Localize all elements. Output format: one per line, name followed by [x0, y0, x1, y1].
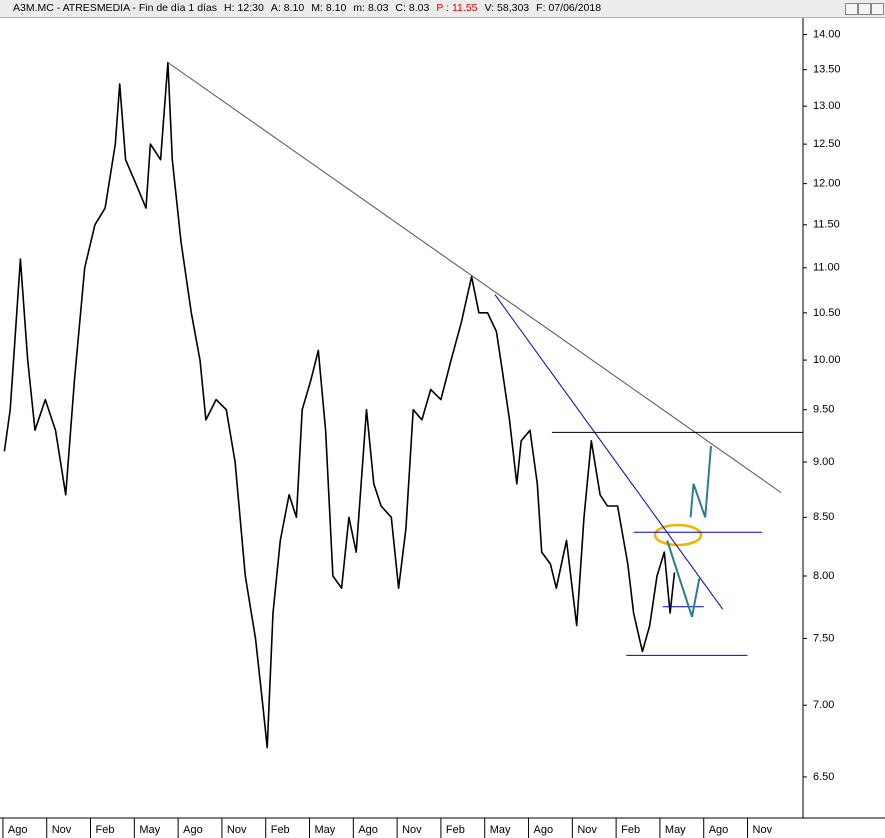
y-tick-label: 7.00	[813, 699, 834, 711]
field-value: 8.03	[408, 2, 430, 14]
x-tick-label: May	[139, 824, 160, 836]
field-label: M:	[311, 2, 323, 14]
y-tick-label: 12.00	[813, 178, 841, 190]
x-tick-label: Ago	[534, 824, 554, 836]
y-tick-label: 10.00	[813, 354, 841, 366]
x-tick-label: Nov	[227, 824, 247, 836]
y-tick-label: 7.50	[813, 632, 834, 644]
field-label: P :	[436, 2, 449, 14]
y-tick-label: 9.00	[813, 456, 834, 468]
field-value: 8.10	[325, 2, 347, 14]
highlight-ellipse	[653, 523, 703, 547]
field-value: 8.10	[283, 2, 305, 14]
y-tick-label: 9.50	[813, 404, 834, 416]
x-tick-label: Feb	[96, 824, 115, 836]
x-tick-label: May	[315, 824, 336, 836]
x-tick-label: Nov	[402, 824, 422, 836]
x-tick-label: Ago	[183, 824, 203, 836]
field-label: V:	[484, 2, 495, 14]
field-value: 11.55	[452, 2, 478, 14]
field-label: m:	[353, 2, 365, 14]
y-tick-label: 13.50	[813, 64, 841, 76]
field-label: H:	[224, 2, 235, 14]
header-fields: H: 12:30 A: 8.10 M: 8.10 m: 8.03 C: 8.03 P :11.55 V…	[220, 2, 604, 14]
y-tick-label: 12.50	[813, 138, 841, 150]
field-value: 12:30	[237, 2, 264, 14]
y-tick-label: 10.50	[813, 307, 841, 319]
y-tick-label: 11.50	[813, 219, 840, 231]
field-label: C:	[395, 2, 406, 14]
field-label: A:	[270, 2, 281, 14]
y-tick-label: 11.00	[813, 262, 840, 274]
minimize-button[interactable]	[845, 3, 858, 15]
y-tick-label: 13.00	[813, 100, 841, 112]
y-tick-label: 8.00	[813, 570, 834, 582]
x-tick-label: Feb	[271, 824, 290, 836]
x-tick-label: Ago	[8, 824, 28, 836]
x-tick-label: Nov	[577, 824, 597, 836]
field-value: 07/06/2018	[548, 2, 602, 14]
trendline	[494, 294, 724, 610]
header-title: A3M.MC - ATRESMEDIA - Fin de día 1 días	[13, 2, 218, 14]
y-tick-label: 6.50	[813, 771, 834, 783]
field-value: 58,303	[497, 2, 530, 14]
field-label: F:	[536, 2, 546, 14]
trendline	[666, 540, 701, 618]
field-value: 8.03	[367, 2, 389, 14]
maximize-button[interactable]	[858, 3, 871, 15]
close-button[interactable]	[871, 3, 884, 15]
y-tick-label: 14.00	[813, 28, 841, 40]
header-bar: A3M.MC - ATRESMEDIA - Fin de día 1 días H…	[0, 0, 885, 18]
trendline	[167, 62, 782, 494]
x-tick-label: Nov	[52, 824, 72, 836]
x-tick-label: May	[490, 824, 511, 836]
x-tick-label: Feb	[446, 824, 465, 836]
x-tick-label: Ago	[358, 824, 378, 836]
x-tick-label: Ago	[709, 824, 729, 836]
trendline	[689, 445, 712, 518]
y-tick-label: 8.50	[813, 511, 834, 523]
x-tick-label: Feb	[621, 824, 640, 836]
price-line	[3, 61, 676, 749]
x-tick-label: Nov	[753, 824, 773, 836]
x-tick-label: May	[665, 824, 686, 836]
